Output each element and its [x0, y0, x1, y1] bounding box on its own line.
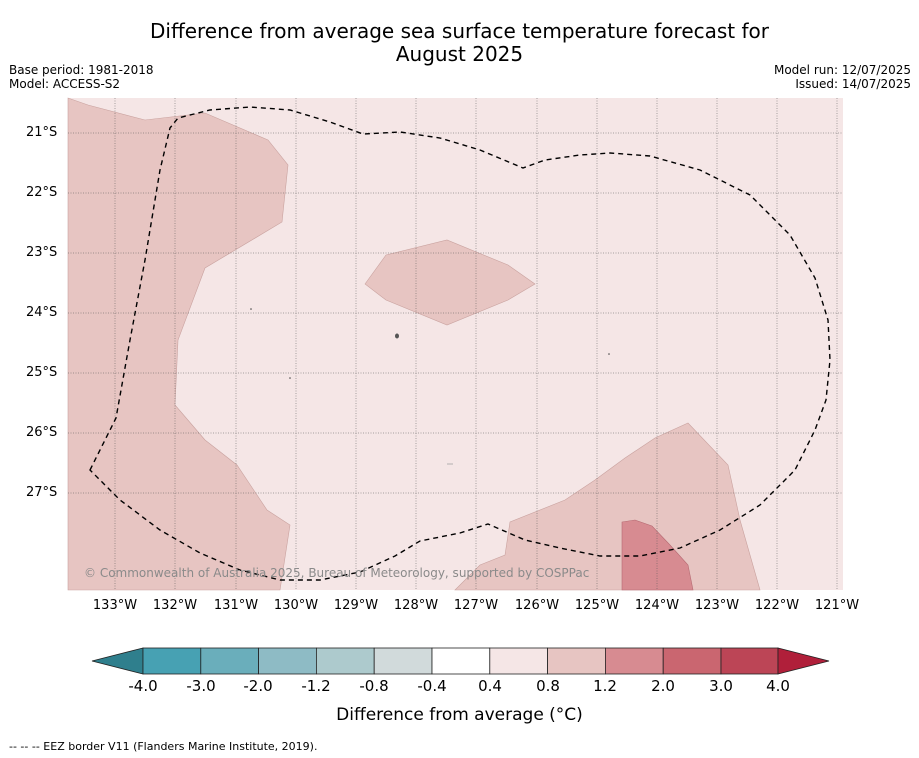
colorbar-segment-9 [605, 647, 664, 675]
colorbar-tick-5: -0.8 [359, 677, 389, 695]
lon-label-123w: 123°W [694, 598, 740, 613]
eez-border-line [89, 106, 831, 581]
colorbar-segment-7 [489, 647, 548, 675]
lon-label-129w: 129°W [333, 598, 379, 613]
colorbar-segment-2 [200, 647, 260, 675]
lon-label-128w: 128°W [393, 598, 439, 613]
colorbar-tick-11: 3.0 [709, 677, 733, 695]
small-island-marker-3 [289, 377, 291, 379]
colorbar-segment-11 [720, 647, 779, 675]
lat-label-26s: 26°S [26, 425, 58, 440]
colorbar-under-triangle [91, 647, 144, 675]
lat-label-25s: 25°S [26, 365, 58, 380]
small-island-marker-4 [608, 353, 610, 355]
colorbar [91, 647, 830, 675]
base-period-text: Base period: 1981-2018 [9, 63, 154, 77]
colorbar-tick-4: -1.2 [301, 677, 331, 695]
lon-label-125w: 125°W [574, 598, 620, 613]
lon-label-124w: 124°W [634, 598, 680, 613]
lon-label-121w: 121°W [814, 598, 860, 613]
colorbar-segment-4 [315, 647, 375, 675]
lon-label-133w: 133°W [92, 598, 138, 613]
colorbar-segment-1 [142, 647, 202, 675]
colorbar-segment-10 [662, 647, 722, 675]
colorbar-segment-3 [258, 647, 317, 675]
lat-label-24s: 24°S [26, 305, 58, 320]
colorbar-tick-8: 0.8 [536, 677, 560, 695]
west-warm-region [67, 97, 291, 591]
meta-right: Model run: 12/07/2025 Issued: 14/07/2025 [774, 63, 911, 91]
colorbar-segment-5 [373, 647, 433, 675]
lon-label-122w: 122°W [754, 598, 800, 613]
map-title-line2: August 2025 [395, 42, 524, 66]
colorbar-over-triangle [777, 647, 830, 675]
lon-label-131w: 131°W [213, 598, 259, 613]
lon-label-130w: 130°W [273, 598, 319, 613]
southeast-hot-region [621, 519, 694, 591]
colorbar-tick-12: 4.0 [766, 677, 790, 695]
colorbar-tick-9: 1.2 [593, 677, 617, 695]
map-title-line1: Difference from average sea surface temp… [149, 19, 769, 43]
colorbar-tick-10: 2.0 [651, 677, 675, 695]
copyright-notice: © Commonwealth of Australia 2025, Bureau… [84, 566, 589, 580]
colorbar-tick-1: -4.0 [128, 677, 158, 695]
lon-label-126w: 126°W [514, 598, 560, 613]
colorbar-tick-3: -2.0 [243, 677, 273, 695]
issued-text: Issued: 14/07/2025 [795, 77, 911, 91]
colorbar-tick-7: 0.4 [478, 677, 502, 695]
lon-label-132w: 132°W [152, 598, 198, 613]
map-panel: © Commonwealth of Australia 2025, Bureau… [67, 97, 843, 591]
model-run-text: Model run: 12/07/2025 [773, 63, 911, 77]
colorbar-segment-8 [547, 647, 606, 675]
colorbar-title: Difference from average (°C) [336, 705, 583, 725]
lat-label-23s: 23°S [26, 245, 58, 260]
southeast-warm-region [454, 422, 761, 591]
lat-label-27s: 27°S [26, 485, 58, 500]
model-text: Model: ACCESS-S2 [9, 77, 121, 91]
colorbar-tick-2: -3.0 [186, 677, 216, 695]
lon-label-127w: 127°W [453, 598, 499, 613]
lat-label-21s: 21°S [26, 125, 58, 140]
small-island-marker-2 [250, 308, 252, 310]
center-warm-region [364, 239, 536, 326]
meta-left: Base period: 1981-2018 Model: ACCESS-S2 [9, 63, 154, 91]
graticule [68, 98, 843, 590]
eez-footnote: -- -- -- EEZ border V11 (Flanders Marine… [9, 740, 318, 753]
lat-label-22s: 22°S [26, 185, 58, 200]
colorbar-tick-6: -0.4 [417, 677, 447, 695]
small-island-marker-1 [395, 333, 399, 339]
colorbar-segment-6 [431, 647, 491, 675]
